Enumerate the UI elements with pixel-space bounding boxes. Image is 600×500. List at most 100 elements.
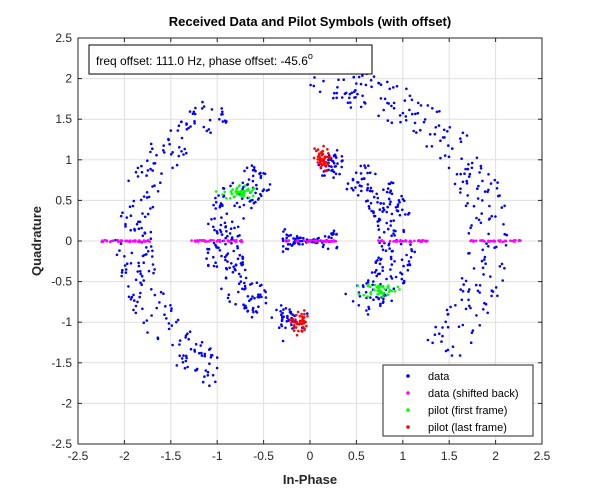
data-point bbox=[332, 232, 335, 236]
pilot-first-point bbox=[398, 288, 401, 291]
data-point bbox=[327, 235, 331, 238]
data-point bbox=[350, 91, 354, 95]
annotation-main: freq offset: 111.0 Hz, phase offset: -45… bbox=[96, 54, 308, 68]
data-point bbox=[372, 195, 376, 199]
data-point bbox=[399, 120, 402, 124]
data-point bbox=[345, 187, 349, 191]
data-point bbox=[244, 304, 247, 308]
data-point bbox=[470, 331, 474, 335]
data-point bbox=[483, 255, 487, 259]
data-point bbox=[486, 311, 490, 315]
data-point bbox=[220, 233, 224, 236]
data-point bbox=[390, 104, 393, 108]
data-point bbox=[121, 268, 124, 272]
legend-marker bbox=[406, 408, 410, 412]
pilot-first-point bbox=[236, 193, 239, 196]
data-point bbox=[331, 168, 334, 172]
data-point bbox=[396, 205, 399, 208]
data-point bbox=[180, 357, 184, 360]
data-point bbox=[371, 190, 374, 193]
data-point bbox=[162, 292, 165, 296]
pilot-first-point bbox=[366, 295, 369, 298]
data-point bbox=[407, 211, 411, 215]
data-point bbox=[136, 166, 140, 170]
data-point bbox=[246, 309, 250, 313]
data-point bbox=[359, 164, 363, 168]
data-point bbox=[464, 167, 467, 171]
data-point bbox=[211, 373, 215, 377]
data-point bbox=[228, 232, 232, 235]
data-point bbox=[467, 290, 470, 293]
data-point bbox=[494, 215, 497, 218]
data-point bbox=[336, 86, 339, 89]
data-point bbox=[348, 92, 352, 96]
data-point bbox=[247, 178, 251, 181]
data-point bbox=[258, 296, 261, 299]
data-point bbox=[249, 283, 252, 286]
data-point bbox=[478, 291, 482, 294]
data-point bbox=[134, 278, 138, 282]
data-point bbox=[140, 283, 143, 287]
data-point bbox=[225, 230, 228, 233]
data-point bbox=[404, 119, 408, 122]
shifted-data-point bbox=[229, 239, 232, 243]
data-point bbox=[466, 167, 470, 171]
data-point bbox=[142, 279, 145, 282]
data-point bbox=[145, 196, 149, 199]
pilot-last-point bbox=[321, 149, 325, 153]
data-point bbox=[403, 99, 407, 102]
annotation-box: freq offset: 111.0 Hz, phase offset: -45… bbox=[88, 44, 373, 75]
legend-marker bbox=[406, 374, 410, 378]
shifted-data-point bbox=[320, 239, 323, 242]
data-point bbox=[410, 98, 414, 102]
pilot-first-point bbox=[373, 283, 377, 287]
data-point bbox=[224, 121, 228, 124]
data-point bbox=[444, 320, 448, 324]
data-point bbox=[243, 284, 247, 288]
data-point bbox=[151, 263, 155, 266]
data-point bbox=[389, 200, 392, 203]
data-point bbox=[404, 213, 407, 216]
data-points bbox=[100, 67, 522, 388]
data-point bbox=[147, 269, 151, 273]
data-point bbox=[156, 337, 160, 341]
data-point bbox=[138, 295, 141, 299]
data-point bbox=[217, 246, 220, 249]
data-point bbox=[181, 361, 185, 364]
pilot-first-point bbox=[383, 288, 387, 291]
data-point bbox=[446, 325, 450, 329]
data-point bbox=[381, 269, 385, 273]
data-point bbox=[220, 107, 223, 110]
data-point bbox=[295, 235, 299, 238]
data-point bbox=[137, 227, 141, 230]
data-point bbox=[214, 207, 217, 210]
data-point bbox=[285, 233, 289, 236]
legend-marker bbox=[406, 425, 410, 429]
data-point bbox=[237, 282, 241, 286]
data-point bbox=[223, 221, 227, 225]
data-point bbox=[408, 263, 412, 267]
data-point bbox=[366, 313, 370, 316]
shifted-data-point bbox=[405, 239, 408, 243]
data-point bbox=[209, 131, 212, 134]
data-point bbox=[221, 120, 225, 123]
data-point bbox=[419, 128, 422, 132]
y-tick-label: 0.5 bbox=[55, 193, 72, 207]
data-point bbox=[385, 190, 389, 194]
data-point bbox=[437, 124, 441, 127]
data-point bbox=[222, 187, 226, 190]
shifted-data-point bbox=[136, 240, 140, 243]
data-point bbox=[475, 156, 479, 160]
pilot-last-point bbox=[318, 156, 322, 159]
data-point bbox=[243, 288, 246, 291]
data-point bbox=[224, 236, 227, 240]
shifted-data-point bbox=[489, 239, 493, 243]
pilot-first-point bbox=[378, 289, 382, 293]
data-point bbox=[481, 266, 485, 270]
data-point bbox=[318, 90, 322, 94]
data-point bbox=[370, 209, 373, 213]
data-point bbox=[151, 185, 154, 188]
data-point bbox=[292, 237, 295, 240]
data-point bbox=[426, 338, 430, 342]
data-point bbox=[493, 178, 497, 182]
